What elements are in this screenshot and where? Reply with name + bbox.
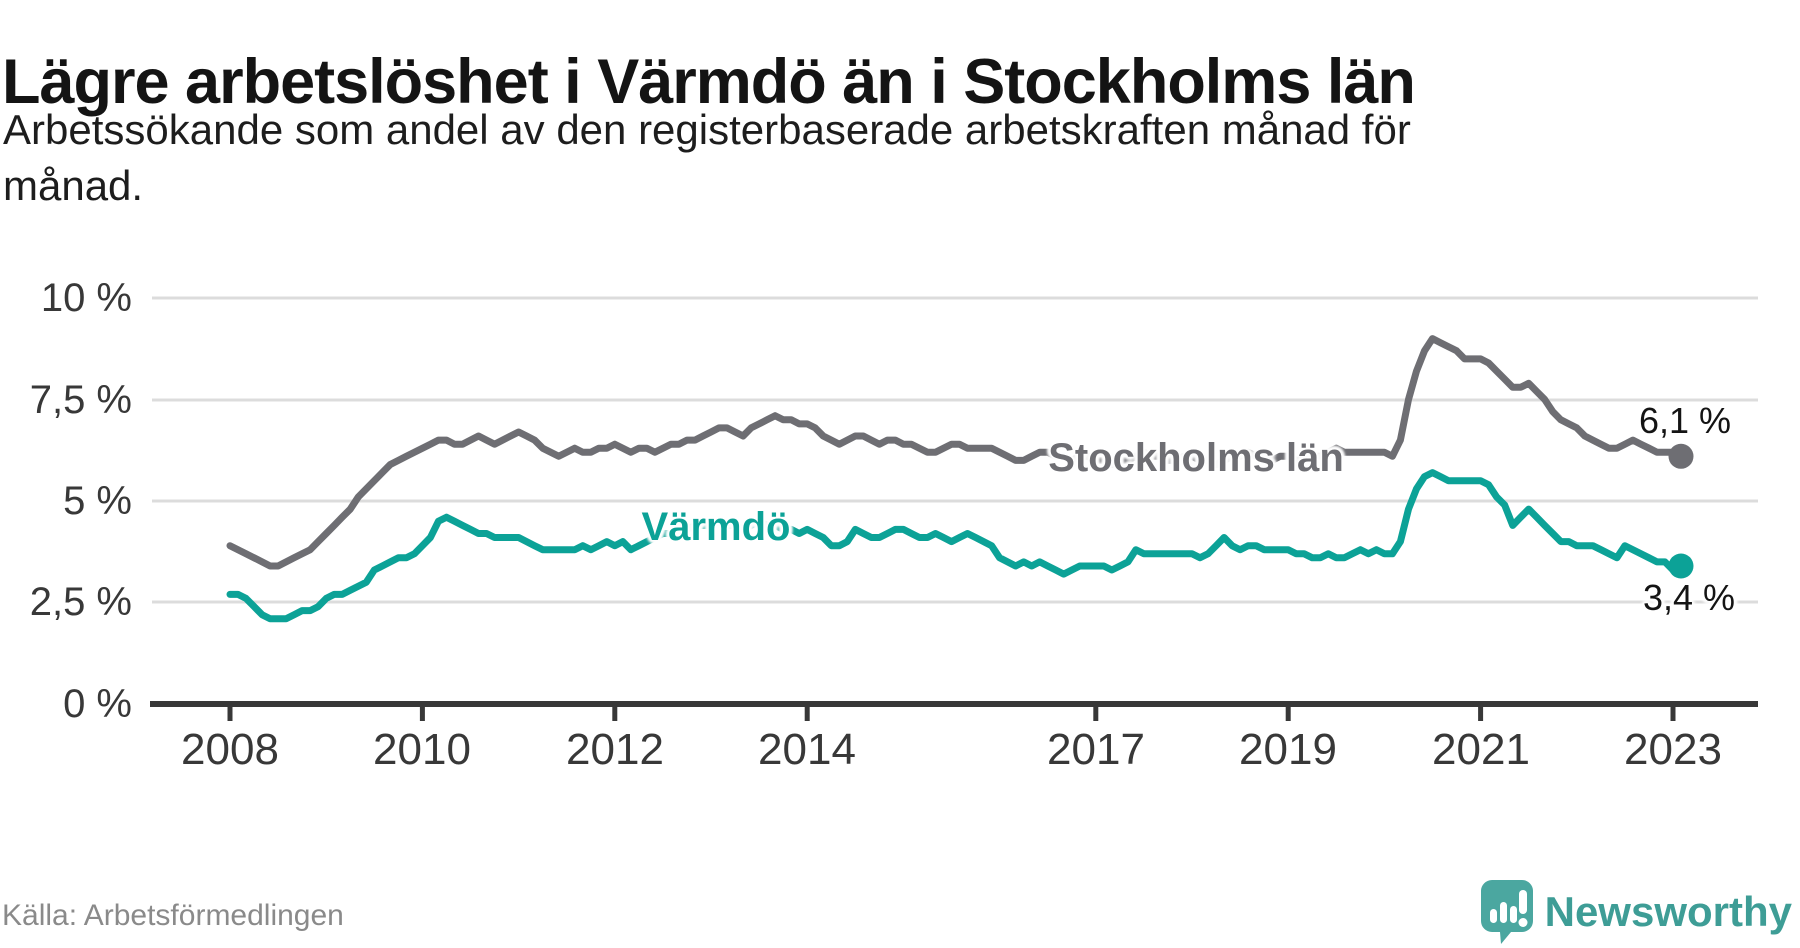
y-tick-label-7-5: 7,5 %: [29, 378, 132, 422]
x-axis-ticks: [227, 704, 1676, 721]
y-tick-label-2-5: 2,5 %: [29, 580, 132, 624]
varmdo-line: [226, 469, 1685, 623]
chart-subtitle-line1: Arbetssökande som andel av den registerb…: [3, 106, 1411, 153]
x-tick-label-2021: 2021: [1432, 725, 1530, 774]
gridlines: [152, 296, 1758, 604]
stockholms-lan-end-value-label: 6,1 %: [1638, 400, 1732, 441]
x-tick-label-2008: 2008: [181, 725, 279, 774]
stockholms-lan-line: [226, 335, 1685, 570]
newsworthy-logo-text: Newsworthy: [1544, 888, 1792, 935]
x-tick-label-2010: 2010: [373, 725, 471, 774]
chart-subtitle: Arbetssökande som andel av den registerb…: [3, 102, 1703, 214]
source-attribution: Källa: Arbetsförmedlingen: [2, 899, 344, 932]
data-series: [226, 335, 1694, 623]
varmdo-end-value-label: 3,4 %: [1642, 577, 1736, 618]
newsworthy-logo-icon: [1480, 880, 1533, 944]
x-tick-label-2017: 2017: [1047, 725, 1145, 774]
x-tick-label-2023: 2023: [1624, 725, 1722, 774]
stockholms-lan-series-label: Stockholms län: [1048, 436, 1344, 480]
stockholms-lan-end-dot: [1668, 443, 1694, 469]
varmdo-series-label: Värmdö: [641, 505, 791, 549]
x-tick-label-2014: 2014: [758, 725, 856, 774]
y-tick-label-0: 0 %: [63, 682, 132, 726]
chart-subtitle-line2: månad.: [3, 162, 144, 209]
y-tick-label-5: 5 %: [63, 479, 132, 523]
varmdo-end-dot: [1668, 553, 1694, 579]
newsworthy-branding: Newsworthy: [1480, 880, 1792, 944]
x-tick-label-2019: 2019: [1239, 725, 1337, 774]
x-axis: [150, 701, 1758, 721]
page-title: Lägre arbetslöshet i Värmdö än i Stockho…: [2, 47, 1416, 118]
y-tick-label-10: 10 %: [40, 276, 132, 320]
x-tick-label-2012: 2012: [566, 725, 664, 774]
